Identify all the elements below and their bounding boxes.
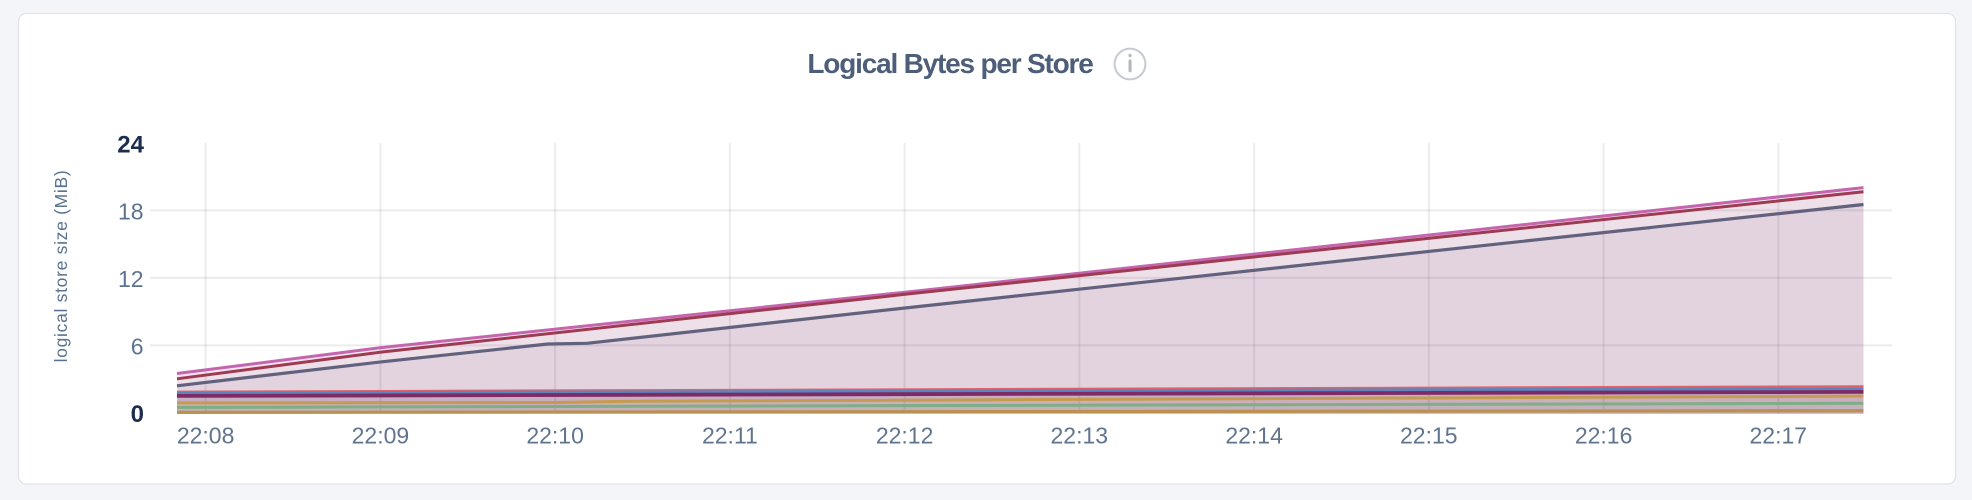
svg-text:22:12: 22:12 bbox=[876, 423, 934, 449]
svg-text:12: 12 bbox=[118, 266, 144, 292]
svg-text:22:16: 22:16 bbox=[1575, 423, 1633, 449]
svg-text:22:17: 22:17 bbox=[1750, 423, 1808, 449]
svg-text:22:08: 22:08 bbox=[177, 423, 235, 449]
svg-text:18: 18 bbox=[118, 198, 144, 224]
svg-text:logical store size (MiB): logical store size (MiB) bbox=[51, 170, 71, 363]
svg-text:Logical Bytes per Store: Logical Bytes per Store bbox=[807, 48, 1093, 79]
svg-text:22:15: 22:15 bbox=[1400, 423, 1458, 449]
svg-text:24: 24 bbox=[117, 131, 144, 158]
svg-text:22:13: 22:13 bbox=[1051, 423, 1109, 449]
svg-text:6: 6 bbox=[131, 333, 144, 359]
svg-text:22:11: 22:11 bbox=[702, 423, 758, 449]
svg-text:22:10: 22:10 bbox=[526, 423, 584, 449]
svg-text:22:09: 22:09 bbox=[352, 423, 410, 449]
svg-text:0: 0 bbox=[131, 401, 144, 428]
svg-text:22:14: 22:14 bbox=[1225, 423, 1283, 449]
